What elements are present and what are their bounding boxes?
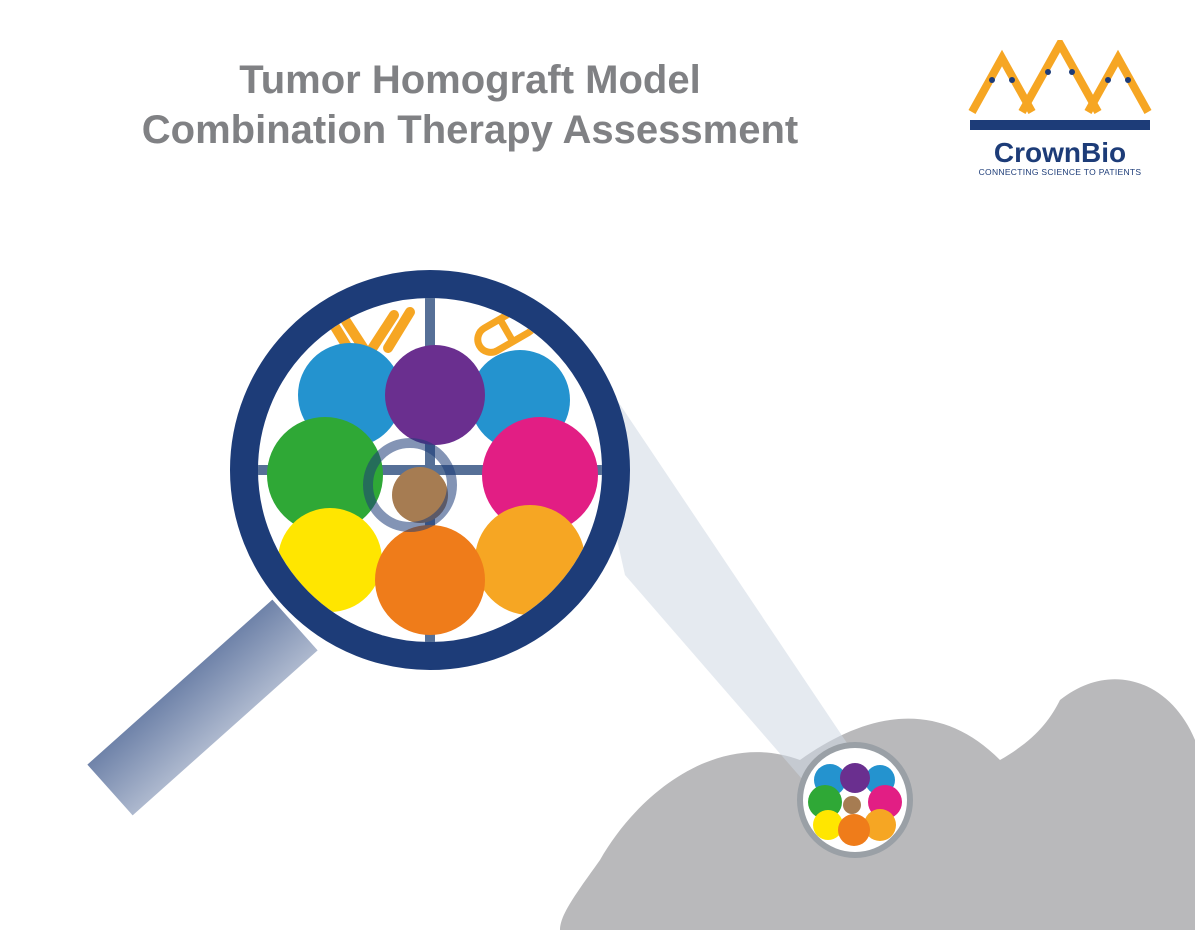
cell-small <box>813 810 843 840</box>
cell-small <box>843 796 861 814</box>
cell <box>385 345 485 445</box>
cell-small <box>840 763 870 793</box>
tumor-cells <box>267 343 598 635</box>
infographic-canvas: Tumor Homograft Model Combination Therap… <box>0 0 1200 952</box>
diagram-svg <box>0 0 1200 952</box>
small-tumor <box>800 745 910 855</box>
cell-small <box>838 814 870 846</box>
cell <box>375 525 485 635</box>
magnifier-handle <box>110 625 295 790</box>
